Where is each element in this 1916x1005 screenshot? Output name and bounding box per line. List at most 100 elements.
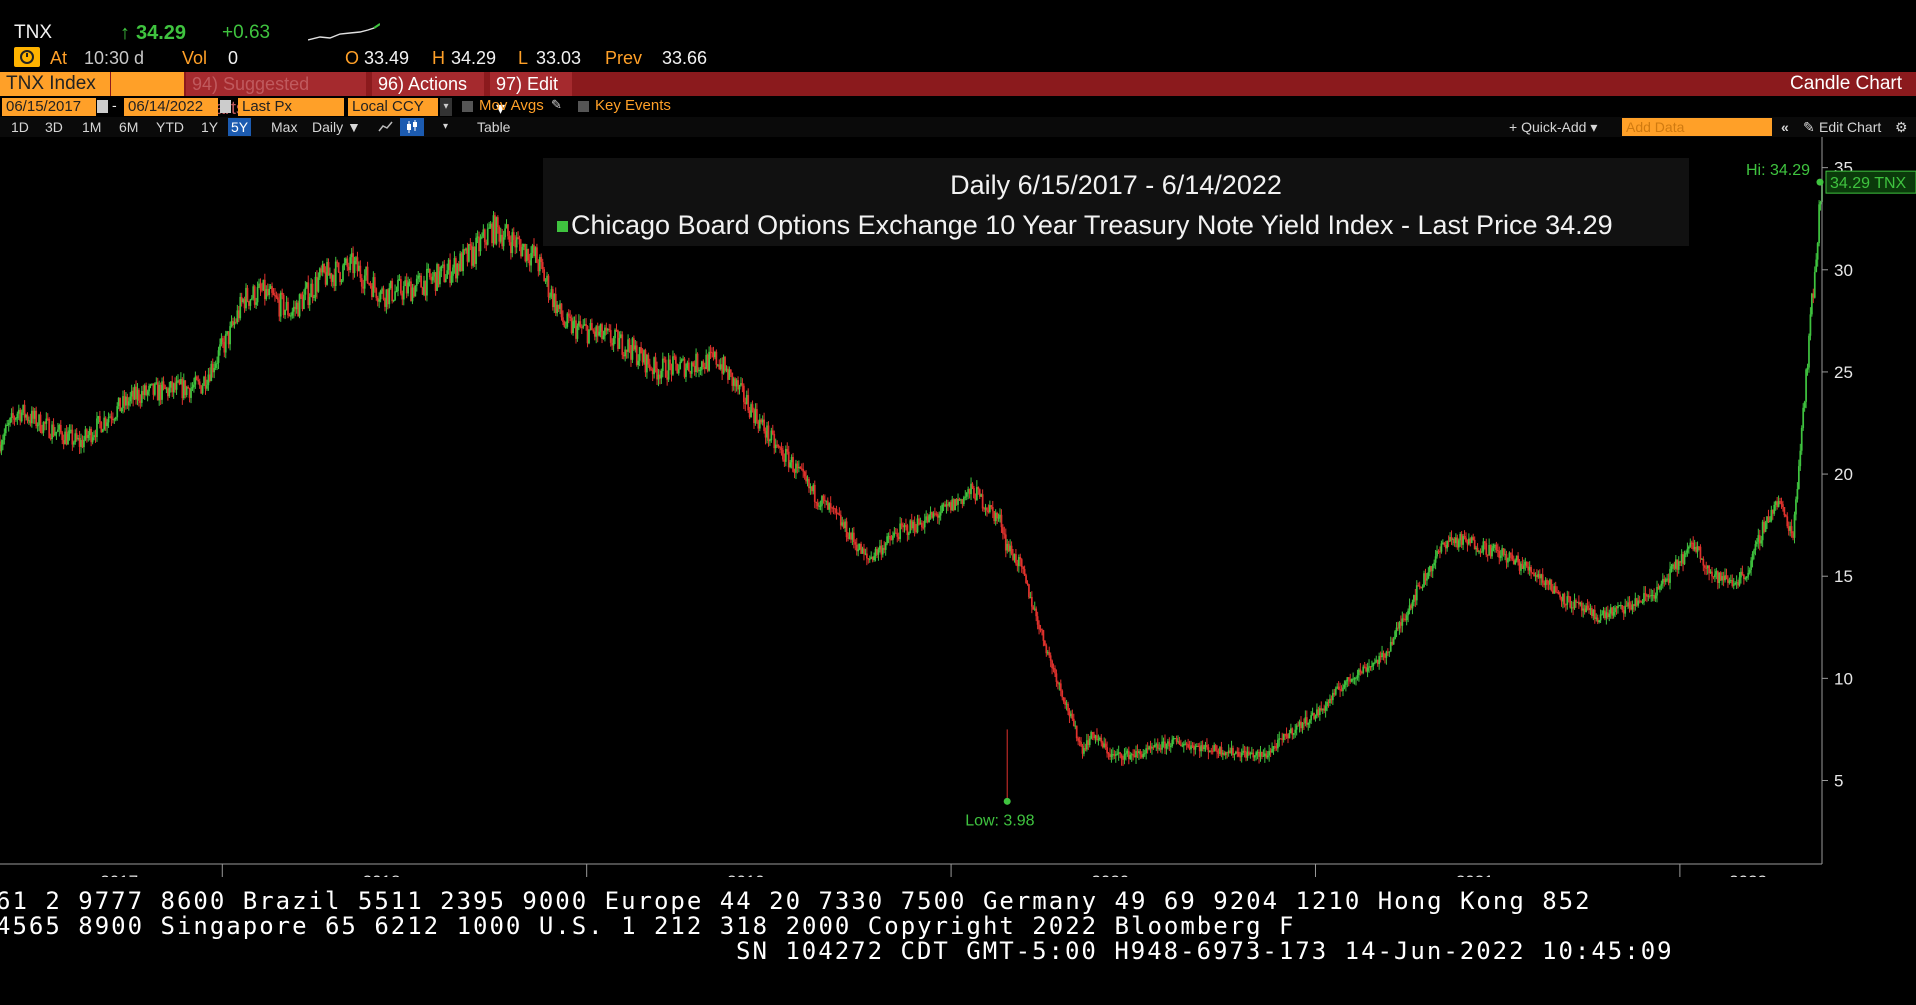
- candle-body: [1112, 754, 1114, 756]
- candle-body: [961, 499, 964, 505]
- candle-body: [1507, 557, 1509, 563]
- candle-body: [395, 290, 398, 292]
- candle-chart-icon[interactable]: [400, 118, 424, 136]
- candle-body: [1174, 738, 1176, 740]
- candle-body: [981, 494, 984, 509]
- line-chart-icon[interactable]: [378, 119, 394, 134]
- end-date-calendar-icon[interactable]: [220, 100, 231, 113]
- start-date-input[interactable]: 06/15/2017: [2, 98, 96, 116]
- candle-body: [1339, 689, 1341, 691]
- candle-body: [345, 258, 347, 264]
- candle-body: [835, 508, 838, 513]
- candle-body: [43, 422, 46, 424]
- candle-body: [1715, 571, 1718, 575]
- candle-body: [974, 498, 977, 501]
- candle-body: [177, 380, 179, 382]
- candle-body: [890, 539, 893, 541]
- candle-body: [793, 471, 796, 473]
- chart-style-dropdown-icon[interactable]: ▾: [443, 121, 449, 132]
- start-date-calendar-icon[interactable]: [97, 100, 108, 113]
- pencil-icon[interactable]: ✎: [551, 97, 562, 112]
- candle-body: [298, 294, 301, 317]
- candle-body: [1342, 687, 1344, 691]
- candle-body: [67, 433, 69, 445]
- candle-body: [722, 356, 725, 374]
- candle-body: [1457, 540, 1460, 548]
- candle-body: [1327, 701, 1330, 704]
- candle-body: [1632, 604, 1635, 606]
- candle-body: [1667, 578, 1670, 583]
- period-1m[interactable]: 1M: [82, 119, 102, 135]
- candle-body: [819, 505, 822, 507]
- candle-body: [595, 326, 598, 337]
- period-max[interactable]: Max: [271, 119, 298, 135]
- actions-menu[interactable]: 96) Actions ▾: [372, 72, 484, 118]
- edit-chart-pencil-icon[interactable]: ✎: [1803, 119, 1815, 135]
- currency-select[interactable]: Local CCY: [348, 98, 438, 116]
- key-events-checkbox[interactable]: [578, 101, 589, 112]
- candle-body: [1188, 747, 1191, 750]
- security-field-pad[interactable]: [110, 72, 184, 96]
- edit-menu[interactable]: 97) Edit ▾: [490, 72, 572, 118]
- candle-body: [1081, 745, 1084, 754]
- candle-body: [832, 507, 835, 509]
- period-5y[interactable]: 5Y: [228, 118, 252, 136]
- period-ytd[interactable]: YTD: [156, 119, 184, 135]
- candle-body: [650, 369, 653, 371]
- candle-body: [1043, 640, 1046, 646]
- suggested-charts-button[interactable]: 94) Suggested Charts: [186, 72, 366, 118]
- candle-body: [1048, 652, 1051, 656]
- candle-body: [692, 362, 695, 366]
- candle-body: [1692, 542, 1695, 550]
- candle-body: [799, 466, 802, 469]
- candle-body: [951, 499, 954, 511]
- period-1y[interactable]: 1Y: [201, 119, 219, 135]
- end-date-input[interactable]: 06/14/2022: [124, 98, 218, 116]
- period-1d[interactable]: 1D: [11, 119, 29, 135]
- period-3d[interactable]: 3D: [45, 119, 63, 135]
- candle-body: [618, 337, 621, 349]
- settings-gear-icon[interactable]: ⚙: [1895, 119, 1908, 135]
- candle-body: [243, 299, 246, 309]
- candle-body: [1521, 563, 1524, 569]
- candle-body: [119, 397, 121, 412]
- candle-body: [476, 236, 479, 238]
- candle-body: [1608, 613, 1611, 618]
- candle-body: [1689, 542, 1692, 547]
- candle-body: [664, 359, 667, 378]
- candle-body: [1741, 571, 1744, 575]
- candle-body: [1378, 655, 1381, 665]
- candle-body: [1731, 579, 1734, 586]
- quick-add-button[interactable]: + Quick-Add ▾: [1509, 119, 1598, 135]
- edit-chart-button[interactable]: Edit Chart: [1819, 119, 1882, 135]
- candle-body: [1039, 629, 1042, 631]
- candle-body: [880, 545, 883, 555]
- candle-body: [1792, 533, 1794, 538]
- candle-body: [530, 252, 532, 266]
- frequency-select[interactable]: Daily ▼: [312, 119, 361, 135]
- candle-body: [925, 516, 928, 521]
- collapse-chevron-icon[interactable]: «: [1781, 119, 1789, 135]
- candle-body: [1295, 725, 1298, 730]
- currency-dropdown-icon[interactable]: ▾: [440, 98, 452, 116]
- candle-body: [1103, 743, 1106, 748]
- candle-body: [1223, 752, 1226, 756]
- security-field[interactable]: TNX Index: [0, 72, 110, 96]
- price-field-select[interactable]: Last Px: [238, 98, 344, 116]
- candle-body: [164, 385, 166, 389]
- add-data-input[interactable]: Add Data: [1622, 118, 1772, 136]
- candle-body: [505, 224, 508, 229]
- candle-body: [1443, 542, 1446, 545]
- realtime-clock-icon[interactable]: [14, 47, 40, 67]
- candle-body: [1216, 750, 1218, 753]
- candle-body: [1591, 608, 1593, 617]
- period-6m[interactable]: 6M: [119, 119, 139, 135]
- table-button[interactable]: Table: [477, 119, 511, 135]
- mov-avgs-checkbox[interactable]: [462, 101, 473, 112]
- candle-body: [1767, 516, 1770, 523]
- key-events-label[interactable]: Key Events: [595, 97, 671, 114]
- mov-avgs-label[interactable]: Mov Avgs: [479, 97, 544, 114]
- candle-body: [1434, 556, 1437, 563]
- candle-body: [174, 383, 176, 390]
